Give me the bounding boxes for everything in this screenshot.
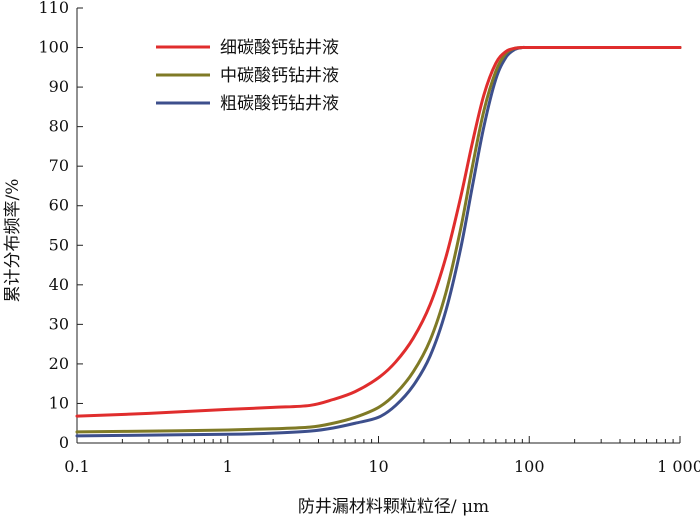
series-line (75, 45, 682, 434)
x-axis-title: 防井漏材料颗粒粒径/ μm (298, 497, 489, 517)
y-tick-label: 30 (49, 314, 69, 333)
series-line (75, 45, 682, 418)
x-tick-label: 1 000 (657, 457, 700, 476)
x-tick-label: 100 (514, 457, 545, 476)
y-tick-label: 10 (49, 393, 69, 412)
y-tick-label: 20 (49, 354, 69, 373)
x-tick-label: 10 (368, 457, 388, 476)
y-tick-label: 60 (49, 196, 69, 215)
y-axis-title: 累计分布频率/% (3, 179, 23, 303)
legend-label: 中碳酸钙钻井液 (220, 66, 339, 86)
legend-label: 粗碳酸钙钻井液 (220, 94, 339, 114)
x-tick-label: 0.1 (64, 457, 89, 476)
y-tick-label: 90 (49, 77, 69, 96)
y-tick-label: 70 (49, 156, 69, 175)
y-tick-label: 50 (49, 235, 69, 254)
y-tick-label: 110 (38, 0, 69, 17)
y-tick-label: 0 (59, 433, 69, 452)
series-lines (75, 45, 682, 438)
legend-label: 细碳酸钙钻井液 (220, 38, 339, 58)
y-tick-label: 80 (49, 117, 69, 136)
y-tick-label: 40 (49, 275, 69, 294)
y-tick-label: 100 (38, 38, 69, 57)
x-tick-label: 1 (223, 457, 233, 476)
